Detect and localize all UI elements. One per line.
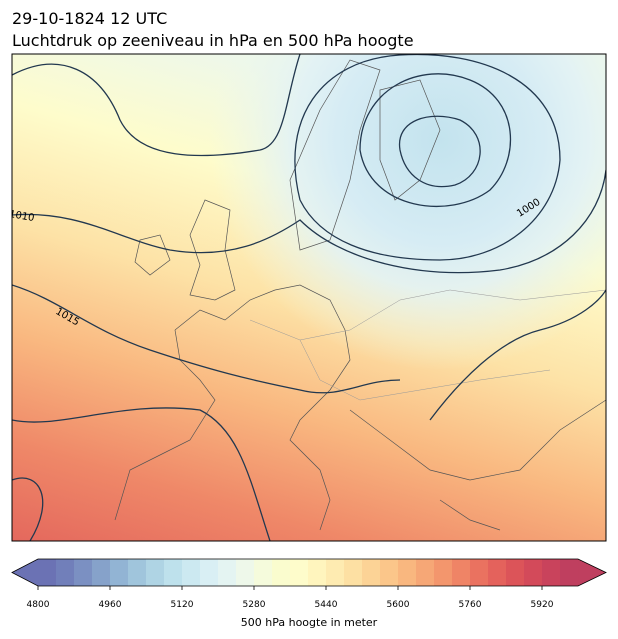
colorbar-cell bbox=[416, 559, 435, 586]
colorbar-cell bbox=[110, 559, 129, 586]
colorbar-cell bbox=[200, 559, 219, 586]
colorbar-cell bbox=[254, 559, 273, 586]
colorbar-cell bbox=[452, 559, 471, 586]
colorbar-tick-label: 5600 bbox=[387, 600, 410, 610]
colorbar-cell bbox=[362, 559, 381, 586]
colorbar-tick-label: 4960 bbox=[99, 600, 122, 610]
colorbar-cell bbox=[398, 559, 417, 586]
colorbar-extend bbox=[578, 559, 606, 586]
colorbar-cell bbox=[434, 559, 453, 586]
colorbar-cell bbox=[308, 559, 327, 586]
title-line: Luchtdruk op zeeniveau in hPa en 500 hPa… bbox=[12, 31, 414, 50]
colorbar-cell bbox=[344, 559, 363, 586]
colorbar-cell bbox=[488, 559, 507, 586]
colorbar-cell bbox=[182, 559, 201, 586]
colorbar-extend bbox=[12, 559, 38, 586]
colorbar-cell bbox=[272, 559, 291, 586]
colorbar-tick-label: 4800 bbox=[27, 600, 50, 610]
colorbar-cell bbox=[542, 559, 561, 586]
colorbar-cell bbox=[326, 559, 345, 586]
colorbar-cell bbox=[146, 559, 165, 586]
map-frame bbox=[11, 53, 607, 542]
colorbar-cell bbox=[92, 559, 111, 586]
colorbar-cell bbox=[524, 559, 543, 586]
map: 1010 1015 1000 bbox=[8, 54, 606, 541]
colorbar-cell bbox=[290, 559, 309, 586]
colorbar-tick-label: 5920 bbox=[531, 600, 554, 610]
colorbar-tick-label: 5760 bbox=[459, 600, 482, 610]
colorbar-cell bbox=[38, 559, 57, 586]
contour-label: 1010 bbox=[8, 209, 35, 224]
colorbar-cell bbox=[560, 559, 579, 586]
colorbar-cell bbox=[218, 559, 237, 586]
title-line: 29-10-1824 12 UTC bbox=[12, 9, 167, 28]
colorbar-cell bbox=[128, 559, 147, 586]
colorbar-cell bbox=[506, 559, 525, 586]
colorbar-cell bbox=[164, 559, 183, 586]
colorbar-cell bbox=[470, 559, 489, 586]
colorbar-tick-label: 5120 bbox=[171, 600, 194, 610]
colorbar-cell bbox=[380, 559, 399, 586]
colorbar-cell bbox=[74, 559, 93, 586]
colorbar-tick-label: 5280 bbox=[243, 600, 266, 610]
colorbar: 4800 4960 5120 5280 5440 5600 5760 5920 bbox=[11, 558, 607, 610]
colorbar-label: 500 hPa hoogte in meter bbox=[241, 616, 378, 629]
colorbar-cell bbox=[236, 559, 255, 586]
colorbar-cell bbox=[56, 559, 75, 586]
colorbar-tick-label: 5440 bbox=[315, 600, 338, 610]
